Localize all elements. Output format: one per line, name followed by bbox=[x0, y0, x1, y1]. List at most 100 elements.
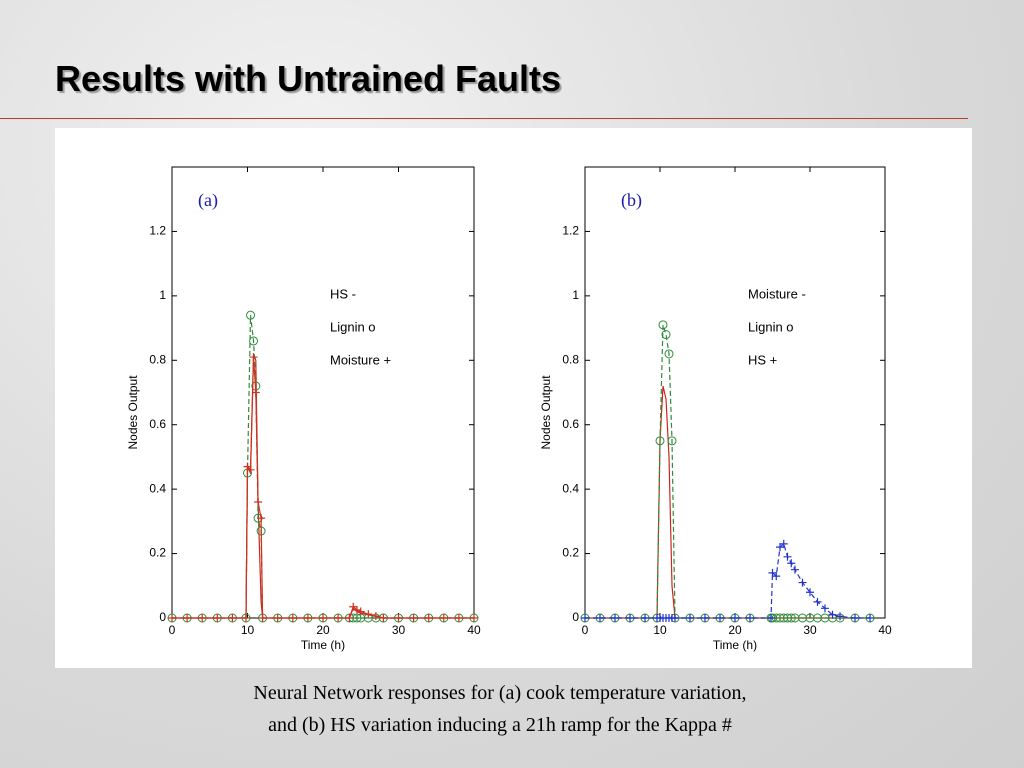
panel-label: (a) bbox=[198, 190, 218, 211]
marker bbox=[258, 614, 267, 622]
marker bbox=[251, 388, 260, 397]
y-tick-label: 1.2 bbox=[149, 224, 166, 238]
marker bbox=[356, 607, 365, 616]
panel-label: (b) bbox=[621, 190, 642, 211]
legend-label: Lignin o bbox=[748, 319, 794, 334]
marker bbox=[786, 613, 796, 623]
x-tick-label: 30 bbox=[803, 623, 817, 637]
marker bbox=[249, 336, 259, 346]
x-tick-label: 20 bbox=[316, 623, 330, 637]
marker bbox=[371, 612, 380, 621]
x-tick-label: 20 bbox=[728, 623, 742, 637]
marker bbox=[767, 614, 775, 622]
marker bbox=[791, 565, 799, 574]
y-axis-label: Nodes Output bbox=[539, 375, 553, 450]
y-tick-label: 1 bbox=[159, 288, 166, 302]
y-tick-label: 0 bbox=[159, 610, 166, 624]
marker bbox=[671, 614, 679, 622]
marker bbox=[866, 614, 874, 622]
marker bbox=[661, 330, 671, 340]
marker bbox=[806, 588, 814, 597]
marker bbox=[303, 614, 312, 622]
marker bbox=[213, 614, 222, 622]
y-tick-label: 0 bbox=[572, 610, 579, 624]
slide-title: Results with Untrained Faults bbox=[55, 58, 562, 99]
series-line bbox=[172, 357, 474, 619]
marker bbox=[470, 614, 478, 622]
y-tick-label: 0.2 bbox=[562, 546, 579, 560]
marker bbox=[828, 610, 837, 619]
marker bbox=[288, 614, 297, 622]
x-axis-label: Time (h) bbox=[713, 638, 757, 652]
series-line bbox=[585, 324, 870, 619]
y-tick-label: 0.4 bbox=[149, 481, 166, 495]
y-tick-label: 1.2 bbox=[562, 224, 579, 238]
marker bbox=[716, 614, 724, 622]
marker bbox=[352, 605, 361, 614]
marker bbox=[611, 614, 619, 622]
marker bbox=[379, 614, 388, 622]
marker bbox=[851, 614, 859, 622]
series-line bbox=[172, 353, 474, 619]
series-line bbox=[585, 542, 870, 619]
legend-label: Lignin o bbox=[330, 319, 376, 334]
series-line bbox=[172, 315, 474, 619]
y-tick-label: 0.2 bbox=[149, 546, 166, 560]
marker bbox=[254, 498, 263, 507]
marker bbox=[813, 597, 822, 606]
legend-label: HS - bbox=[330, 286, 356, 301]
marker bbox=[246, 310, 256, 320]
x-tick-label: 40 bbox=[878, 623, 892, 637]
y-tick-label: 0.6 bbox=[562, 417, 579, 431]
caption-line: Neural Network responses for (a) cook te… bbox=[253, 682, 747, 704]
marker bbox=[658, 320, 668, 330]
legend-label: HS + bbox=[748, 352, 777, 367]
title-rule bbox=[0, 118, 968, 119]
marker bbox=[168, 614, 176, 622]
marker bbox=[241, 614, 250, 622]
marker bbox=[772, 572, 781, 581]
marker bbox=[257, 514, 266, 523]
marker bbox=[345, 614, 354, 622]
x-tick-label: 0 bbox=[169, 623, 176, 637]
y-axis-label: Nodes Output bbox=[126, 375, 140, 450]
legend-label: Moisture - bbox=[748, 286, 806, 301]
plot-frame bbox=[171, 166, 475, 619]
marker bbox=[798, 578, 807, 587]
x-axis-label: Time (h) bbox=[301, 638, 345, 652]
marker bbox=[664, 349, 674, 359]
marker bbox=[246, 465, 255, 474]
marker bbox=[701, 614, 709, 622]
marker bbox=[596, 614, 604, 622]
caption-line: and (b) HS variation inducing a 21h ramp… bbox=[268, 714, 732, 736]
y-tick-label: 0.8 bbox=[149, 352, 166, 366]
y-tick-label: 0.6 bbox=[149, 417, 166, 431]
marker bbox=[746, 614, 754, 622]
x-tick-label: 10 bbox=[241, 623, 255, 637]
chart-panel bbox=[55, 128, 972, 668]
marker bbox=[183, 614, 192, 622]
marker bbox=[439, 614, 448, 622]
marker bbox=[319, 614, 327, 622]
marker bbox=[686, 614, 694, 622]
marker bbox=[779, 539, 788, 548]
marker bbox=[424, 614, 433, 622]
marker bbox=[364, 610, 373, 619]
x-tick-label: 10 bbox=[653, 623, 667, 637]
marker bbox=[198, 614, 207, 622]
marker bbox=[641, 614, 649, 622]
y-tick-label: 0.4 bbox=[562, 481, 579, 495]
marker bbox=[249, 353, 258, 362]
marker bbox=[655, 436, 665, 446]
marker bbox=[731, 614, 739, 622]
x-tick-label: 40 bbox=[467, 623, 481, 637]
marker bbox=[454, 614, 463, 622]
marker bbox=[228, 614, 237, 622]
marker bbox=[273, 614, 282, 622]
marker bbox=[334, 614, 343, 622]
plot-frame bbox=[584, 166, 886, 619]
marker bbox=[821, 604, 829, 613]
